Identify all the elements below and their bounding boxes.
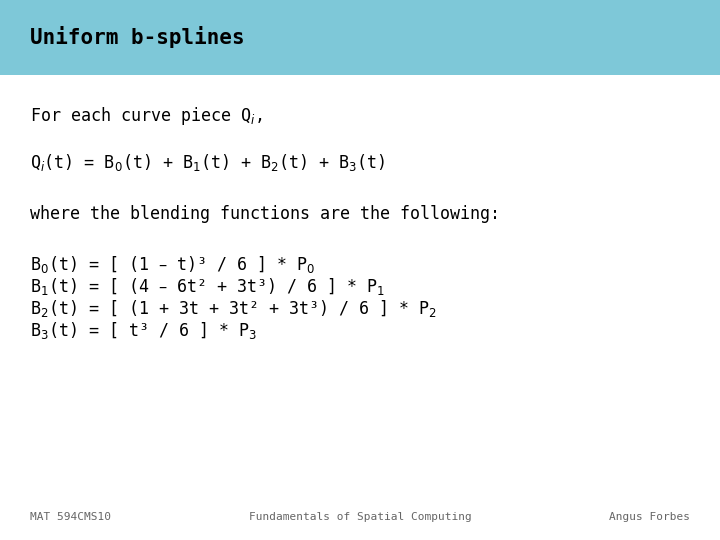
Text: B$_{1}$(t) = [ (4 – 6t² + 3t³) / 6 ] * P$_{1}$: B$_{1}$(t) = [ (4 – 6t² + 3t³) / 6 ] * P…	[30, 276, 385, 297]
Text: B$_{2}$(t) = [ (1 + 3t + 3t² + 3t³) / 6 ] * P$_{2}$: B$_{2}$(t) = [ (1 + 3t + 3t² + 3t³) / 6 …	[30, 298, 437, 319]
Text: Q$_{i}$(t) = B$_{0}$(t) + B$_{1}$(t) + B$_{2}$(t) + B$_{3}$(t): Q$_{i}$(t) = B$_{0}$(t) + B$_{1}$(t) + B…	[30, 152, 385, 173]
Text: Angus Forbes: Angus Forbes	[609, 512, 690, 522]
Text: Uniform b-splines: Uniform b-splines	[30, 26, 245, 49]
Text: where the blending functions are the following:: where the blending functions are the fol…	[30, 205, 500, 223]
Text: MAT 594CMS10: MAT 594CMS10	[30, 512, 111, 522]
Text: For each curve piece Q$_{i}$,: For each curve piece Q$_{i}$,	[30, 105, 262, 127]
Text: Fundamentals of Spatial Computing: Fundamentals of Spatial Computing	[248, 512, 472, 522]
Text: B$_{0}$(t) = [ (1 – t)³ / 6 ] * P$_{0}$: B$_{0}$(t) = [ (1 – t)³ / 6 ] * P$_{0}$	[30, 254, 315, 275]
Text: B$_{3}$(t) = [ t³ / 6 ] * P$_{3}$: B$_{3}$(t) = [ t³ / 6 ] * P$_{3}$	[30, 320, 257, 341]
Bar	[0, 0, 720, 75]
